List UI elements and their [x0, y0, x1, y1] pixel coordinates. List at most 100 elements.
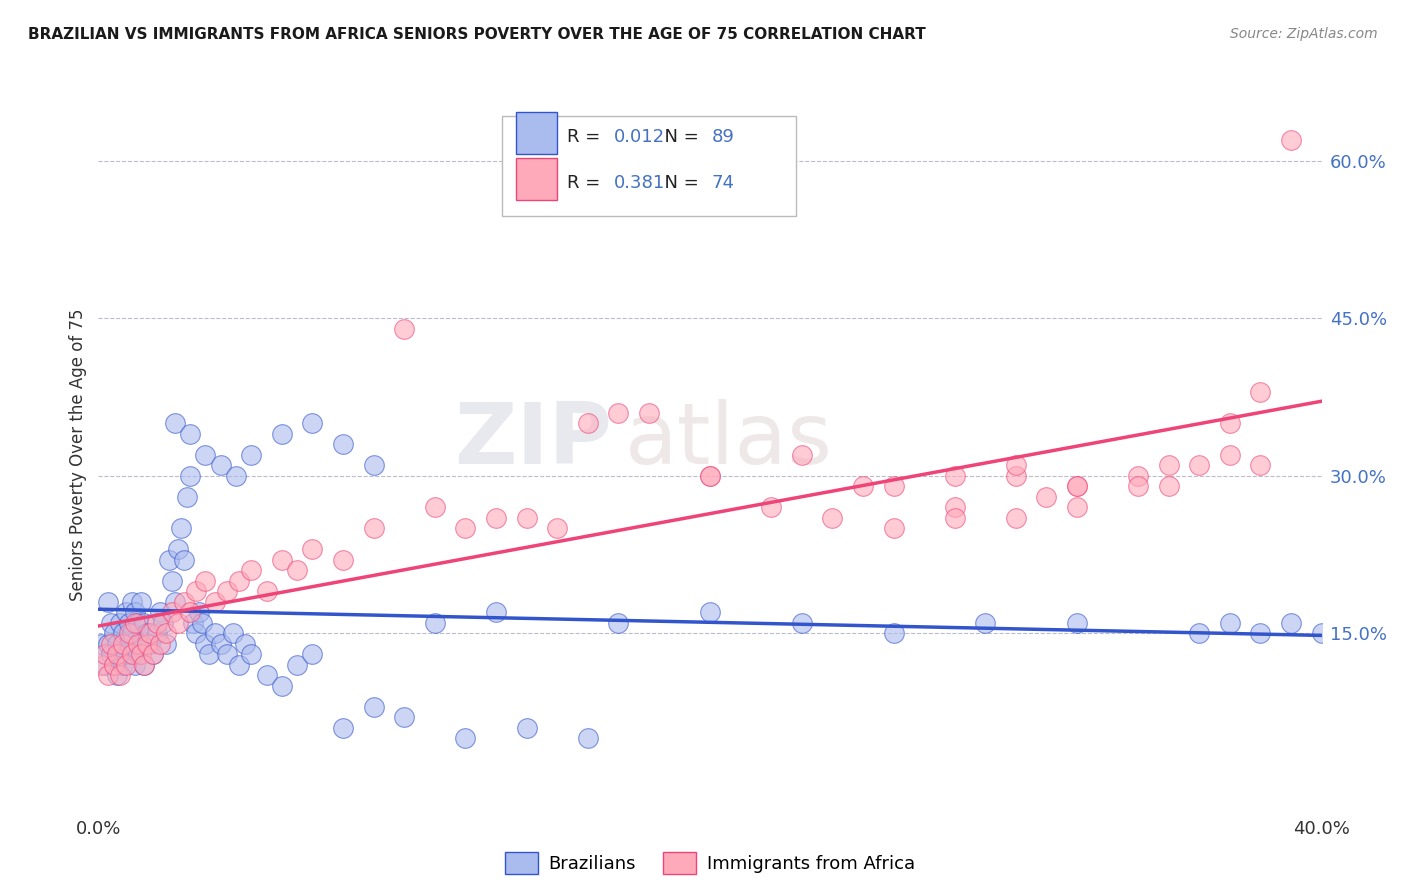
Point: [111, 626, 134, 640]
Point: [974, 615, 997, 630]
Point: [191, 615, 214, 630]
Point: [516, 721, 538, 735]
Point: [546, 521, 568, 535]
Point: [363, 521, 385, 535]
Point: [197, 648, 219, 662]
Point: [136, 626, 159, 640]
Point: [1004, 469, 1026, 483]
Point: [209, 458, 232, 473]
Point: [1219, 417, 1241, 431]
Point: [176, 490, 198, 504]
Point: [1219, 615, 1241, 630]
Point: [392, 710, 416, 724]
Point: [576, 731, 599, 746]
Point: [127, 615, 149, 630]
Point: [228, 657, 250, 672]
Point: [124, 657, 146, 672]
Point: [179, 469, 201, 483]
Text: R =: R =: [567, 174, 606, 193]
Point: [118, 626, 141, 640]
Point: [97, 668, 120, 682]
Point: [943, 511, 966, 525]
Point: [1066, 479, 1088, 493]
Point: [270, 553, 292, 567]
Point: [97, 637, 120, 651]
Point: [332, 437, 354, 451]
FancyBboxPatch shape: [516, 112, 557, 154]
Point: [1279, 615, 1302, 630]
Point: [139, 626, 162, 640]
Point: [100, 637, 122, 651]
Point: [100, 615, 122, 630]
Point: [363, 458, 385, 473]
Point: [1004, 458, 1026, 473]
Point: [256, 584, 278, 599]
Point: [160, 574, 183, 588]
Point: [363, 699, 385, 714]
Point: [111, 657, 134, 672]
Point: [167, 615, 190, 630]
Point: [790, 448, 813, 462]
Point: [301, 648, 323, 662]
Point: [225, 469, 247, 483]
Point: [188, 605, 211, 619]
Point: [883, 479, 905, 493]
Point: [301, 542, 323, 557]
Point: [108, 615, 131, 630]
Point: [1188, 626, 1211, 640]
Point: [145, 626, 167, 640]
Point: [1249, 458, 1271, 473]
Point: [103, 657, 125, 672]
Point: [93, 657, 115, 672]
Point: [155, 626, 177, 640]
Point: [1219, 448, 1241, 462]
Point: [129, 648, 152, 662]
Text: N =: N =: [652, 174, 704, 193]
FancyBboxPatch shape: [516, 159, 557, 201]
Point: [136, 637, 159, 651]
Point: [1066, 479, 1088, 493]
Point: [228, 574, 250, 588]
Point: [759, 500, 782, 515]
Point: [204, 626, 226, 640]
Point: [121, 595, 143, 609]
Point: [111, 637, 134, 651]
Text: 0.012: 0.012: [613, 128, 665, 146]
Y-axis label: Seniors Poverty Over the Age of 75: Seniors Poverty Over the Age of 75: [69, 309, 87, 601]
Point: [821, 511, 844, 525]
Point: [233, 637, 256, 651]
Point: [1004, 511, 1026, 525]
Point: [134, 615, 156, 630]
Point: [454, 521, 477, 535]
Point: [127, 648, 149, 662]
Point: [115, 605, 138, 619]
Point: [943, 500, 966, 515]
Point: [134, 657, 156, 672]
Point: [270, 679, 292, 693]
Point: [121, 626, 143, 640]
Point: [1249, 626, 1271, 640]
Point: [301, 417, 323, 431]
Point: [1157, 479, 1180, 493]
Point: [186, 626, 208, 640]
Point: [215, 584, 238, 599]
Text: R =: R =: [567, 128, 606, 146]
Point: [93, 648, 115, 662]
Point: [97, 595, 120, 609]
Text: ZIP: ZIP: [454, 399, 612, 483]
Point: [127, 637, 149, 651]
Point: [332, 553, 354, 567]
Point: [1066, 500, 1088, 515]
Point: [852, 479, 875, 493]
Point: [163, 417, 186, 431]
Point: [194, 448, 217, 462]
Point: [1035, 490, 1057, 504]
Point: [115, 648, 138, 662]
Point: [160, 605, 183, 619]
Point: [157, 553, 180, 567]
Point: [699, 605, 721, 619]
Point: [90, 637, 112, 651]
Point: [943, 469, 966, 483]
Point: [1188, 458, 1211, 473]
Point: [124, 615, 146, 630]
